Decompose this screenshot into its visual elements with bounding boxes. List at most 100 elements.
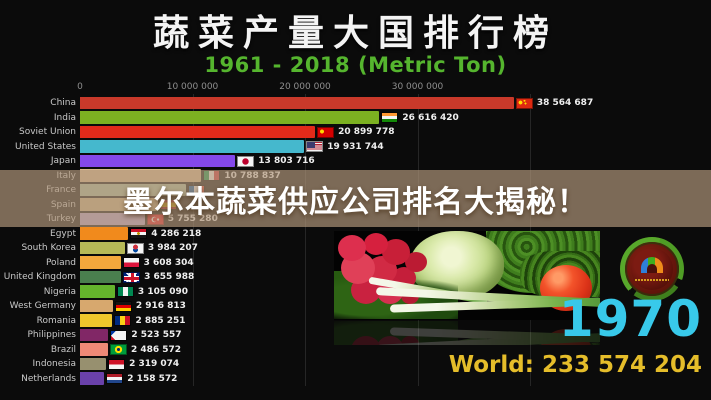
axis-tick: 0 [77, 82, 83, 92]
country-label: United Kingdom [3, 272, 76, 282]
soviet-union-flag-icon [317, 126, 335, 138]
country-label: South Korea [21, 243, 76, 253]
overlay-banner: 墨尔本蔬菜供应公司排名大揭秘！ [0, 170, 711, 227]
value-label: 19 931 744 [327, 141, 384, 152]
country-label: China [50, 98, 76, 108]
nigeria-flag-icon [116, 286, 134, 297]
logo-arch-icon [641, 257, 663, 273]
axis-tick: 10 000 000 [166, 82, 219, 92]
value-bar [80, 256, 121, 269]
value-label: 3 608 304 [143, 257, 194, 268]
logo-arch-hole [647, 264, 657, 273]
chart-row: Philippines 2 523 557 [0, 328, 711, 342]
country-label: West Germany [9, 301, 76, 311]
value-label: 3 105 090 [137, 286, 189, 297]
value-bar [80, 285, 115, 298]
chart-row: United Kingdom 3 655 988 [0, 270, 711, 284]
country-label: Nigeria [43, 286, 76, 297]
value-label: 2 319 074 [129, 359, 180, 369]
value-label: 13 803 716 [258, 156, 315, 166]
gridline [192, 94, 194, 386]
value-label: 2 916 813 [135, 301, 186, 311]
value-bar [80, 270, 122, 284]
value-label: 2 523 557 [131, 330, 182, 340]
value-label: 38 564 687 [536, 98, 594, 108]
chart-row: Indonesia 2 319 074 [0, 357, 711, 371]
value-bar [80, 241, 125, 255]
value-bar [80, 299, 113, 313]
chart-row: China 38 564 687 [0, 96, 711, 110]
chart-row: Netherlands 2 158 572 [0, 372, 711, 386]
south-korea-flag-icon [126, 242, 144, 254]
country-label: Indonesia [32, 359, 76, 369]
vegetables-photo [334, 231, 600, 345]
india-flag-icon [381, 112, 399, 123]
country-label: Netherlands [21, 373, 76, 384]
country-label: Soviet Union [19, 127, 76, 137]
value-bar [80, 357, 107, 371]
philippines-flag-icon [110, 329, 128, 341]
country-label: India [53, 112, 76, 123]
chart-row: India 26 616 420 [0, 111, 711, 125]
chart-row: Soviet Union 20 899 778 [0, 125, 711, 139]
country-label: Romania [36, 315, 76, 326]
chart-subtitle: 1961 - 2018 (Metric Ton) [204, 53, 507, 77]
indonesia-flag-icon [108, 358, 126, 370]
gridline [305, 94, 306, 386]
value-label: 26 616 420 [402, 112, 459, 123]
value-label: 20 899 778 [338, 127, 395, 137]
country-label: Egypt [50, 228, 76, 239]
value-bar [80, 111, 380, 124]
world-total: World: 233 574 204 [448, 352, 702, 378]
chart-row: West Germany 2 916 813 [0, 299, 711, 313]
china-flag-icon [515, 97, 533, 109]
value-bar [80, 140, 305, 153]
country-label: Japan [50, 156, 76, 166]
value-bar [80, 372, 105, 385]
value-label: 3 984 207 [147, 243, 198, 253]
chart-row: Nigeria 3 105 090 [0, 285, 711, 299]
egypt-flag-icon [130, 228, 148, 239]
country-label: Philippines [27, 330, 77, 340]
value-bar [80, 96, 514, 110]
chart-row: Poland 3 608 304 [0, 256, 711, 270]
value-label: 2 885 251 [135, 315, 186, 326]
value-label: 2 158 572 [127, 373, 178, 384]
chart-row: United States 19 931 744 [0, 140, 711, 154]
country-label: Brazil [50, 344, 76, 355]
overlay-text: 墨尔本蔬菜供应公司排名大揭秘！ [123, 184, 588, 220]
axis-tick: 30 000 000 [391, 82, 444, 92]
vegetables-image [334, 231, 600, 320]
channel-logo-icon [620, 237, 684, 301]
country-label: United States [15, 141, 76, 152]
netherlands-flag-icon [106, 373, 124, 384]
chart-row: Brazil 2 486 572 [0, 343, 711, 357]
value-label: 4 286 218 [151, 228, 202, 239]
value-bar [80, 314, 113, 327]
chart-row: Romania 2 885 251 [0, 314, 711, 328]
value-label: 3 655 988 [144, 272, 195, 282]
page-title: 蔬菜产量大国排行榜 [152, 13, 558, 54]
country-label: Poland [45, 257, 76, 268]
brazil-flag-icon [109, 344, 127, 355]
value-bar [80, 125, 316, 139]
axis-tick: 20 000 000 [279, 82, 331, 92]
japan-flag-icon [237, 155, 255, 167]
chart-row: Japan 13 803 716 [0, 154, 711, 168]
poland-flag-icon [122, 257, 140, 268]
logo-caption [635, 279, 669, 281]
radish-bunch [338, 235, 366, 261]
value-bar [80, 343, 108, 356]
west-germany-flag-icon [114, 300, 132, 312]
value-bar [80, 328, 109, 342]
chart-row: South Korea 3 984 207 [0, 241, 711, 255]
year-display: 1970 [558, 290, 702, 348]
value-bar [80, 154, 236, 168]
chart-row: Egypt 4 286 218 [0, 227, 711, 241]
romania-flag-icon [114, 315, 132, 326]
united-kingdom-flag-icon [123, 271, 141, 283]
united-states-flag-icon [306, 141, 324, 152]
value-bar [80, 227, 129, 240]
value-label: 2 486 572 [130, 344, 182, 355]
